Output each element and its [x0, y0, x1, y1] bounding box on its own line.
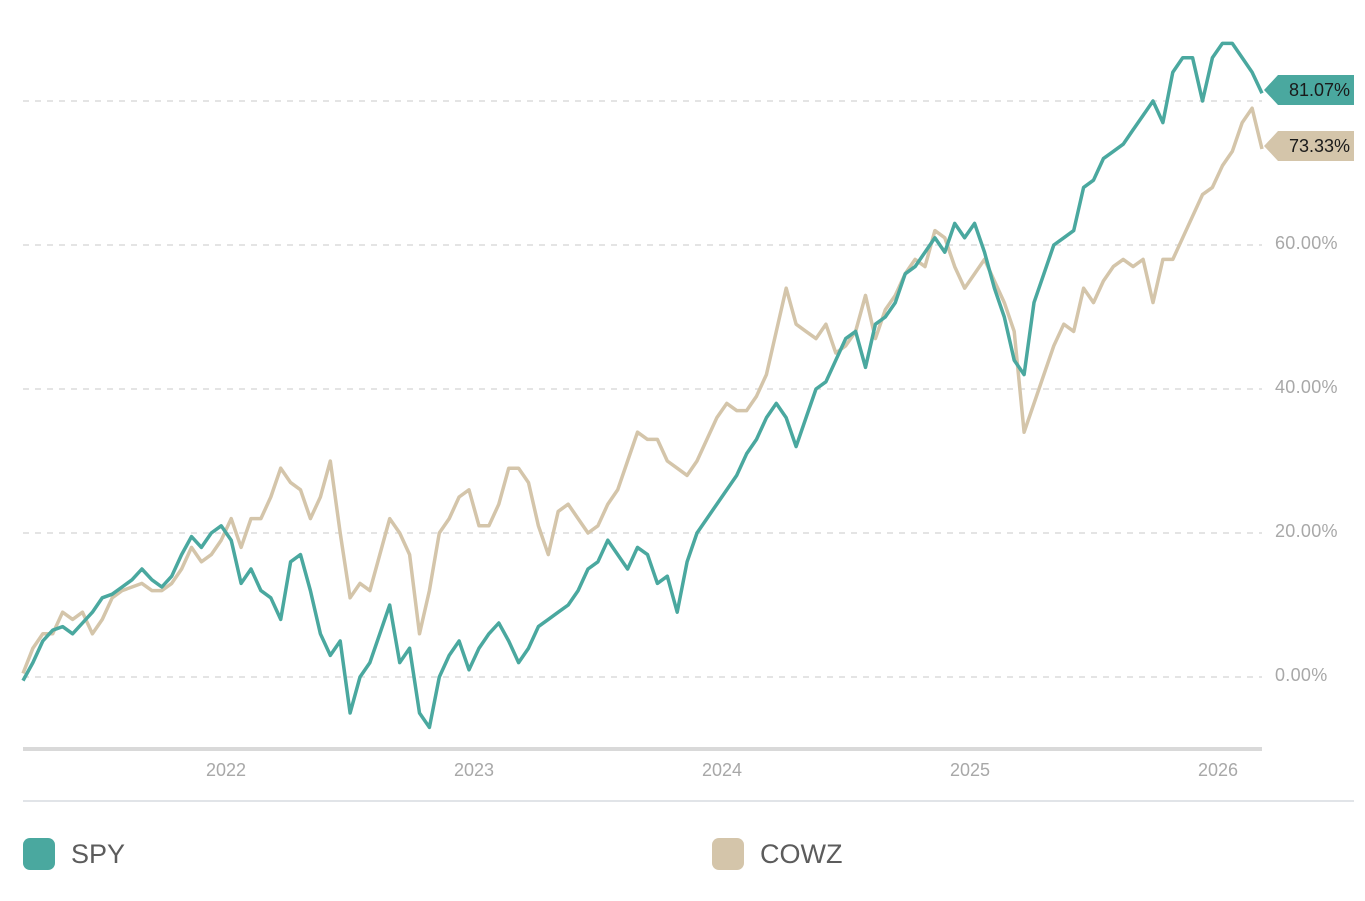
spy-end-value-badge: 81.07%	[1264, 75, 1354, 105]
spy-swatch-icon	[23, 838, 55, 870]
x-tick-2023: 2023	[453, 760, 495, 780]
cowz-line[interactable]	[21, 106, 1264, 675]
y-tick-20: 20.00%	[1275, 521, 1338, 541]
gridlines	[23, 100, 1262, 678]
legend-divider	[23, 800, 1354, 802]
x-tick-2025: 2025	[949, 760, 991, 780]
spy-line[interactable]	[21, 41, 1264, 730]
legend-item-spy[interactable]: SPY	[23, 838, 125, 870]
legend-label-spy: SPY	[71, 838, 126, 869]
cowz-end-value: 73.33%	[1288, 135, 1350, 156]
x-tick-2026: 2026	[1197, 760, 1239, 780]
legend-item-cowz[interactable]: COWZ	[712, 838, 842, 870]
y-tick-40: 40.00%	[1275, 377, 1338, 397]
y-tick-60: 60.00%	[1275, 233, 1338, 253]
legend-label-cowz: COWZ	[760, 838, 843, 869]
y-tick-0: 0.00%	[1275, 665, 1328, 685]
spy-end-value: 81.07%	[1288, 79, 1350, 100]
cowz-swatch-icon	[712, 838, 744, 870]
x-tick-2024: 2024	[701, 760, 743, 780]
cowz-end-value-badge: 73.33%	[1264, 131, 1354, 161]
x-tick-2022: 2022	[205, 760, 247, 780]
